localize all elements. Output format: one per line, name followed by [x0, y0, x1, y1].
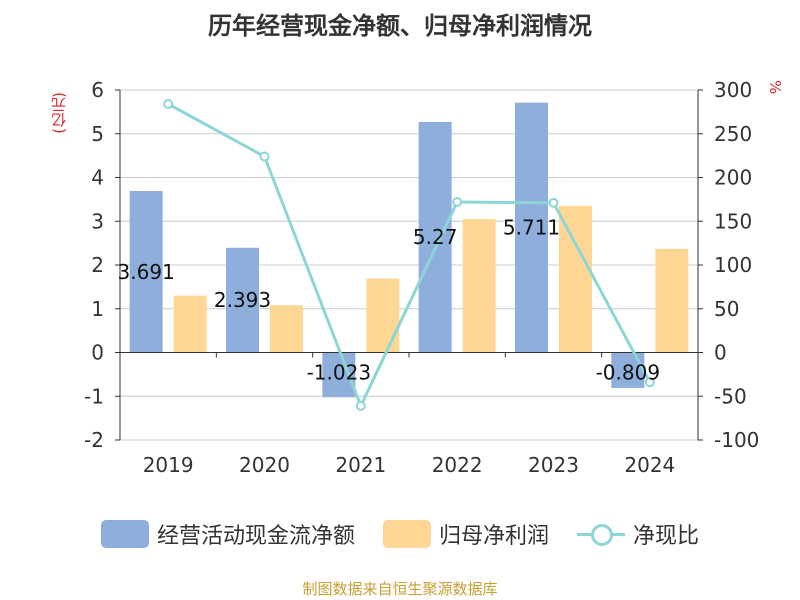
bar-net-profit: [270, 305, 303, 353]
legend-swatch-net-profit: [382, 520, 431, 548]
right-tick-label: 300: [714, 78, 752, 102]
x-tick-label: 2024: [624, 453, 675, 477]
bar-net-profit: [462, 219, 496, 353]
left-tick-label: 0: [91, 341, 104, 365]
left-tick-label: 6: [91, 78, 104, 102]
line-cash-ratio: [167, 102, 652, 410]
bar-cashflow: [515, 102, 548, 353]
data-label-cashflow: -1.023: [307, 361, 371, 385]
x-tick-label: 2019: [143, 453, 194, 477]
left-tick-label: 3: [91, 209, 104, 233]
right-tick-label: 150: [714, 209, 752, 233]
x-tick-label: 2023: [528, 453, 579, 477]
x-tick-label: 2021: [335, 453, 386, 477]
left-tick-label: 1: [91, 297, 104, 321]
legend-item-cashflow[interactable]: 经营活动现金流净额: [100, 518, 355, 550]
bar-cashflow: [418, 121, 452, 353]
legend-label-cashflow: 经营活动现金流净额: [156, 524, 355, 549]
legend-label-cash-ratio: 净现比: [633, 524, 700, 549]
data-label-cashflow: 5.711: [503, 216, 560, 240]
point-cash-ratio: [644, 377, 655, 388]
chart-title: 历年经营现金净额、归母净利润情况: [208, 12, 592, 40]
left-tick-label: 4: [91, 166, 104, 190]
right-tick-label: 50: [714, 297, 739, 321]
right-tick-label: -100: [714, 428, 759, 452]
data-label-cashflow: -0.809: [596, 361, 660, 385]
legend-item-net-profit[interactable]: 归母净利润: [382, 518, 549, 550]
right-axis-unit: %: [766, 80, 784, 95]
left-tick-label: 2: [91, 253, 104, 277]
data-label-cashflow: 5.27: [413, 225, 458, 249]
left-tick-label: -1: [84, 384, 104, 408]
right-tick-label: 200: [714, 166, 752, 190]
point-cash-ratio: [452, 197, 463, 207]
bar-net-profit: [173, 295, 207, 353]
bar-net-profit: [655, 248, 689, 353]
point-cash-ratio: [259, 151, 270, 162]
right-tick-label: 0: [714, 341, 727, 365]
x-tick-label: 2020: [239, 453, 290, 477]
right-tick-label: 250: [714, 122, 752, 146]
bar-cashflow: [129, 191, 163, 353]
source-note: 制图数据来自恒生聚源数据库: [302, 580, 498, 598]
legend: 经营活动现金流净额 归母净利润 净现比: [0, 518, 800, 550]
left-tick-label: 5: [91, 122, 104, 146]
bar-cashflow: [226, 247, 259, 353]
bar-cashflow: [611, 352, 645, 388]
left-tick-label: -2: [84, 428, 104, 452]
legend-item-cash-ratio[interactable]: 净现比: [577, 518, 699, 550]
point-cash-ratio: [163, 99, 174, 109]
data-label-cashflow: 3.691: [118, 260, 175, 284]
point-cash-ratio: [355, 400, 366, 411]
legend-swatch-cashflow: [100, 520, 149, 548]
data-label-cashflow: 2.393: [214, 288, 271, 312]
point-cash-ratio: [548, 197, 559, 208]
bar-net-profit: [559, 205, 592, 353]
legend-swatch-cash-ratio: [577, 520, 625, 548]
right-tick-label: -50: [714, 384, 747, 408]
x-tick-label: 2022: [432, 453, 483, 477]
legend-label-net-profit: 归母净利润: [438, 524, 549, 549]
right-tick-label: 100: [714, 253, 752, 277]
bar-net-profit: [366, 278, 400, 353]
